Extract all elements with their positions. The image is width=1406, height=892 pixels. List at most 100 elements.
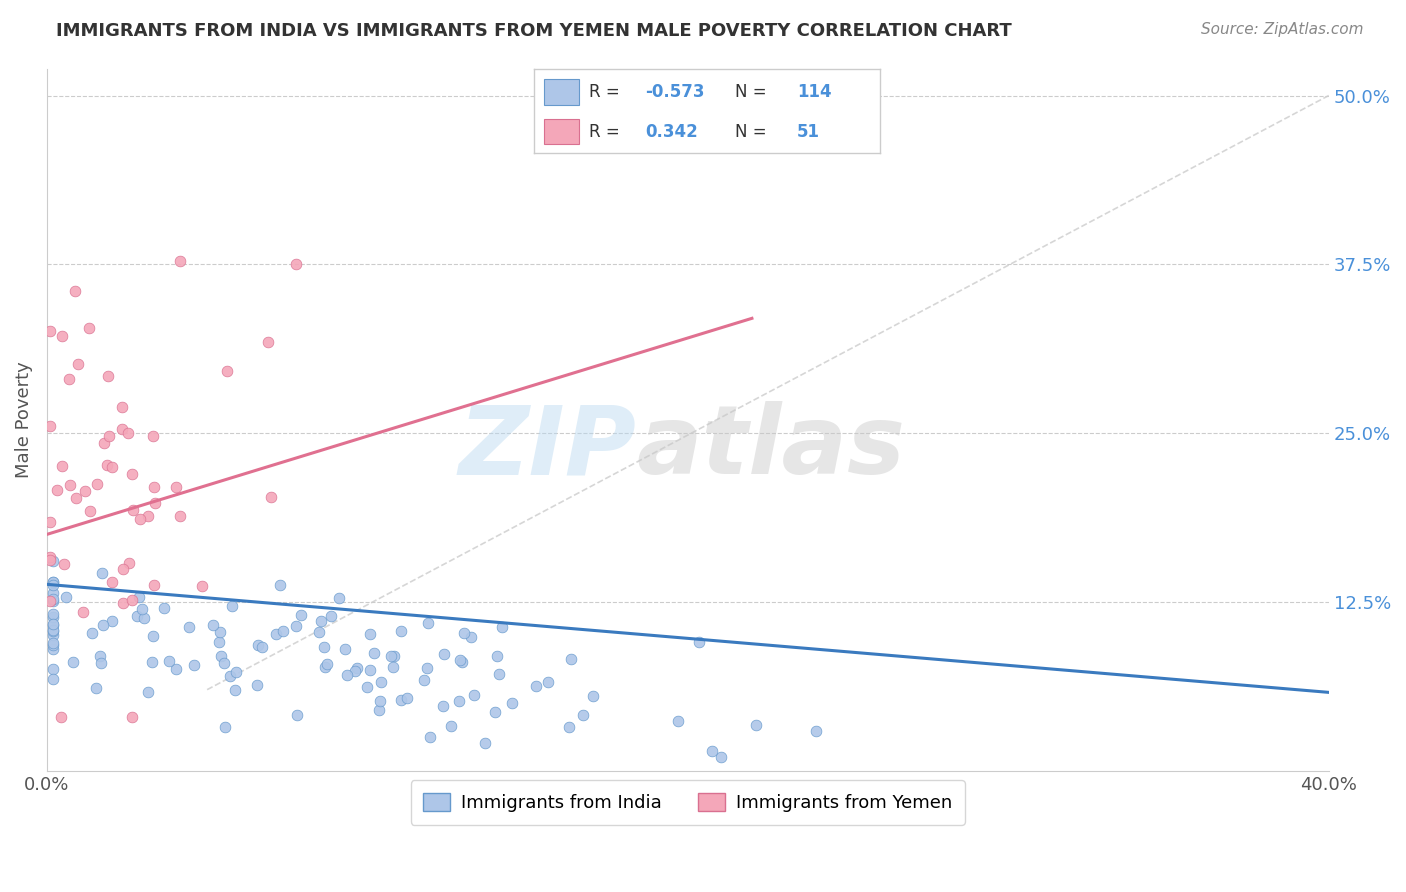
Point: [90, 656, 112, 670]
Point: [560, 651, 582, 665]
Point: [260, 491, 283, 505]
Point: [524, 679, 547, 693]
Text: IMMIGRANTS FROM INDIA VS IMMIGRANTS FROM YEMEN MALE POVERTY CORRELATION CHART: IMMIGRANTS FROM INDIA VS IMMIGRANTS FROM…: [56, 22, 1012, 40]
Point: [212, 656, 235, 670]
Point: [246, 678, 269, 692]
Point: [125, 608, 148, 623]
Point: [666, 714, 689, 728]
Point: [382, 648, 405, 663]
Point: [501, 696, 523, 710]
Point: [700, 744, 723, 758]
Point: [42, 636, 65, 650]
Point: [121, 593, 143, 607]
Point: [359, 626, 381, 640]
Point: [39, 552, 62, 566]
Point: [209, 624, 232, 639]
Point: [111, 422, 134, 436]
Point: [51, 458, 73, 473]
Point: [581, 690, 603, 704]
Point: [52, 558, 75, 572]
Point: [208, 634, 231, 648]
Point: [572, 707, 595, 722]
Point: [39, 550, 62, 565]
Point: [112, 562, 135, 576]
Point: [143, 578, 166, 592]
Point: [118, 556, 141, 570]
Point: [250, 640, 273, 654]
Point: [89, 648, 111, 663]
Point: [93, 618, 115, 632]
Point: [134, 611, 156, 625]
Point: [419, 730, 441, 744]
Point: [688, 634, 710, 648]
Point: [42, 624, 65, 638]
Point: [491, 620, 513, 634]
Point: [79, 321, 101, 335]
Point: [413, 673, 436, 687]
Point: [42, 618, 65, 632]
Point: [42, 641, 65, 656]
Point: [101, 459, 124, 474]
Point: [328, 591, 350, 605]
Point: [97, 368, 120, 383]
Point: [82, 626, 104, 640]
Point: [451, 655, 474, 669]
Point: [257, 335, 280, 350]
Point: [141, 429, 163, 443]
Point: [128, 512, 150, 526]
Point: [42, 591, 65, 606]
Point: [117, 425, 139, 440]
Point: [463, 689, 485, 703]
Point: [558, 720, 581, 734]
Point: [42, 662, 65, 676]
Point: [91, 566, 114, 581]
Point: [51, 329, 73, 343]
Point: [316, 657, 339, 671]
Point: [271, 624, 294, 638]
Point: [142, 480, 165, 494]
Point: [368, 704, 391, 718]
Point: [264, 627, 287, 641]
Point: [165, 480, 187, 494]
Point: [58, 478, 80, 492]
Point: [440, 719, 463, 733]
Point: [51, 709, 73, 723]
Point: [804, 723, 827, 738]
Point: [79, 503, 101, 517]
Point: [484, 705, 506, 719]
Point: [39, 594, 62, 608]
Point: [65, 285, 87, 299]
Point: [45, 483, 67, 497]
Point: [382, 660, 405, 674]
Point: [121, 709, 143, 723]
Point: [460, 631, 482, 645]
Point: [183, 658, 205, 673]
Point: [225, 665, 247, 679]
Point: [42, 638, 65, 652]
Point: [308, 624, 330, 639]
Point: [247, 638, 270, 652]
Text: Source: ZipAtlas.com: Source: ZipAtlas.com: [1201, 22, 1364, 37]
Point: [42, 574, 65, 589]
Point: [157, 654, 180, 668]
Point: [343, 664, 366, 678]
Point: [72, 605, 94, 619]
Text: atlas: atlas: [637, 401, 905, 494]
Point: [285, 708, 308, 723]
Point: [346, 660, 368, 674]
Point: [415, 661, 437, 675]
Point: [356, 680, 378, 694]
Point: [285, 257, 308, 271]
Point: [449, 653, 471, 667]
Point: [396, 690, 419, 705]
Point: [432, 698, 454, 713]
Point: [121, 467, 143, 481]
Point: [363, 647, 385, 661]
Point: [42, 554, 65, 568]
Point: [84, 681, 107, 696]
Point: [153, 601, 176, 615]
Legend: Immigrants from India, Immigrants from Yemen: Immigrants from India, Immigrants from Y…: [411, 780, 965, 825]
Point: [93, 435, 115, 450]
Point: [269, 577, 291, 591]
Point: [136, 508, 159, 523]
